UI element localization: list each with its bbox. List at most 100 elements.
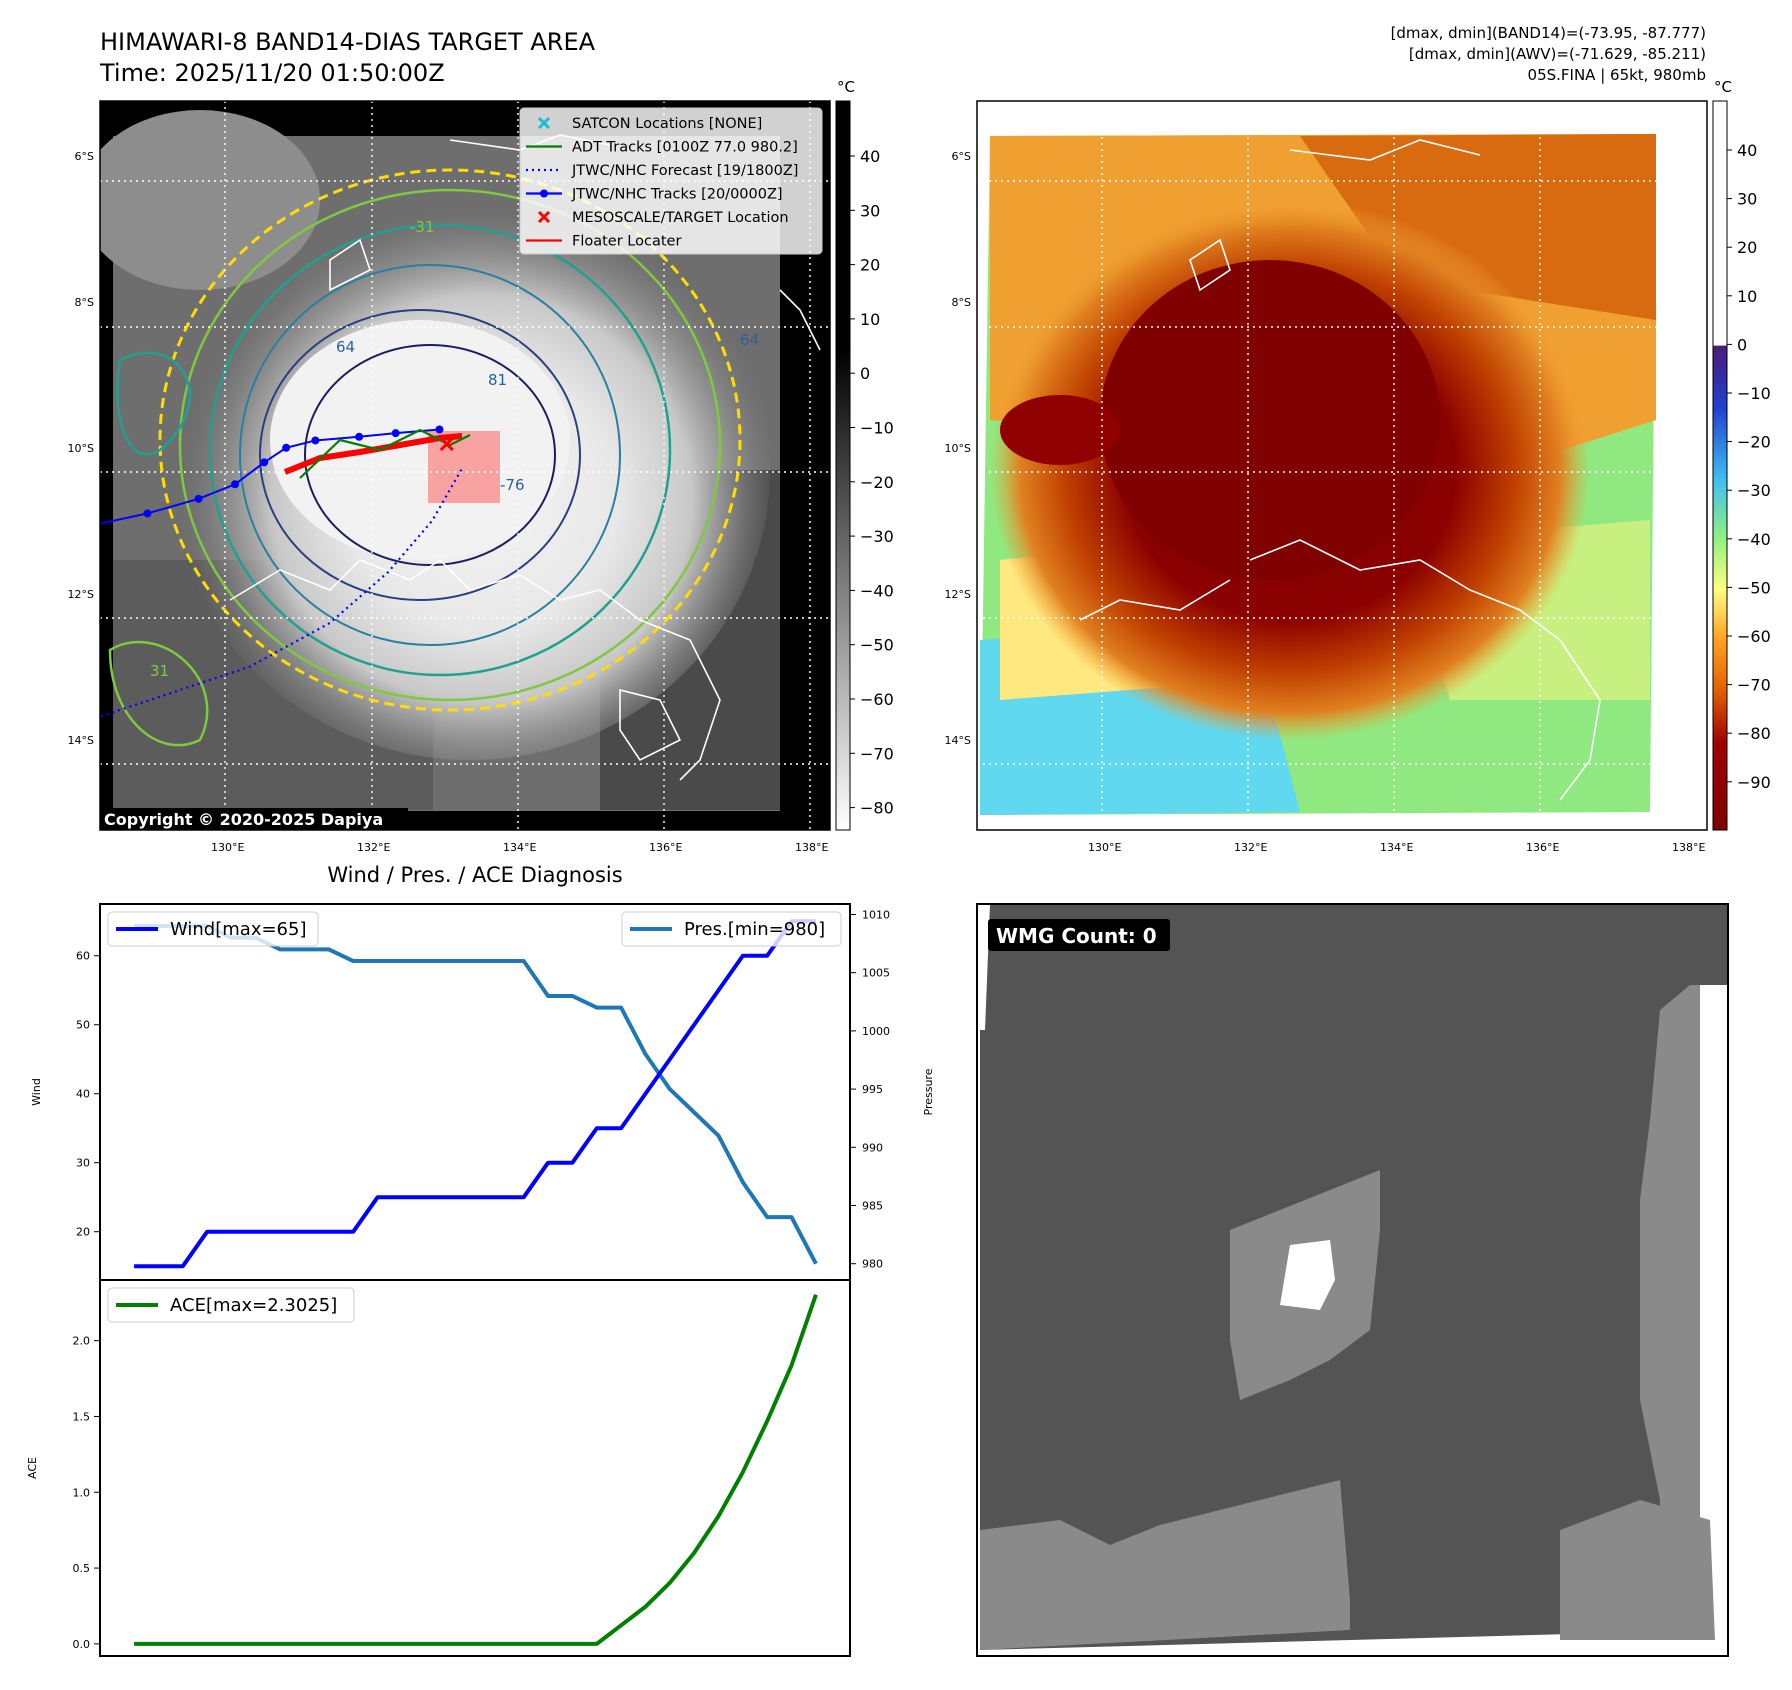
- colorbar-tick-label: 10: [1737, 287, 1757, 306]
- legend-label: MESOSCALE/TARGET Location: [572, 210, 789, 226]
- lon-tick-label: 138°E: [795, 841, 828, 854]
- track-point: [260, 458, 269, 467]
- awv-colorbar: °C 40 30 20 10 0 −10 −20 −30 −40 −50 −60 −70 −80 −90: [1712, 78, 1771, 831]
- colorbar-tick-label: 0: [860, 364, 870, 383]
- colorbar-tick-label: −40: [1737, 530, 1771, 549]
- colorbar-tick-label: −80: [1737, 724, 1771, 743]
- figure-title: HIMAWARI-8 BAND14-DIAS TARGET AREA: [100, 28, 596, 56]
- colorbar-tick-label: 10: [860, 310, 880, 329]
- pressure-axis-label: Pressure: [922, 1068, 935, 1115]
- wind-tick-label: 20: [76, 1226, 90, 1239]
- mesoscale-target-marker: [439, 437, 454, 452]
- wind-axis-label: Wind: [30, 1078, 43, 1106]
- ir-colorbar-ticks: 40 30 20 10 0 −10 −20 −30 −40 −50 −60 −70 −80: [850, 147, 894, 818]
- ace-legend-label: ACE[max=2.3025]: [170, 1295, 337, 1316]
- ace-tick-label: 0.0: [73, 1638, 91, 1651]
- lon-tick-label: 136°E: [649, 841, 682, 854]
- jtwc-track-line: [100, 428, 440, 525]
- ace-tick-label: 1.5: [73, 1410, 91, 1423]
- track-point: [143, 509, 152, 518]
- wind-tick-label: 50: [76, 1019, 90, 1032]
- colorbar-tick-label: −20: [1737, 433, 1771, 452]
- wmg-imagery: [980, 904, 1728, 1650]
- ace-tick-label: 0.5: [73, 1562, 91, 1575]
- awv-colorbar-unit: °C: [1714, 78, 1732, 96]
- wmg-count-label: WMG Count: 0: [996, 924, 1157, 948]
- contour-label: -31: [410, 218, 435, 236]
- awv-colorbar-ticks: 40 30 20 10 0 −10 −20 −30 −40 −50 −60 −70 −80 −90: [1727, 141, 1771, 792]
- track-point: [435, 425, 444, 434]
- lat-tick-label: 14°S: [68, 734, 94, 747]
- awv-panel: 6°S8°S10°S12°S14°S 130°E 132°E 134°E 136°E 1…: [945, 100, 1708, 854]
- pressure-tick-label: 995: [862, 1083, 883, 1096]
- colorbar-tick-label: 40: [860, 147, 880, 166]
- colorbar-tick-label: 20: [1737, 238, 1757, 257]
- pressure-tick-label: 980: [862, 1258, 883, 1271]
- ace-yticks: 0.0 0.5 1.0 1.5 2.0: [73, 1335, 100, 1651]
- colorbar-tick-label: −60: [860, 690, 894, 709]
- pressure-tick-label: 990: [862, 1141, 883, 1154]
- wind-legend: Wind[max=65]: [107, 911, 319, 947]
- ir-colorbar-bar: [835, 100, 851, 831]
- lon-tick-label: 138°E: [1672, 841, 1705, 854]
- legend-entry: Floater Locater: [526, 234, 681, 250]
- legend-label: ADT Tracks [0100Z 77.0 980.2]: [572, 140, 798, 156]
- pressure-yticks: 980 985 990 995 1000 1005 1010: [850, 908, 890, 1271]
- ace-axes: [99, 1279, 851, 1657]
- track-point: [391, 429, 400, 438]
- legend-entry: JTWC/NHC Tracks [20/0000Z]: [526, 187, 783, 203]
- ir-colorbar-unit: °C: [837, 78, 855, 96]
- legend-entry: SATCON Locations [NONE]: [537, 116, 762, 132]
- ir-lat-labels: 6°S 8°S 10°S 12°S 14°S: [68, 150, 94, 747]
- stats-band14: [dmax, dmin](BAND14)=(-73.95, -87.777): [1391, 24, 1706, 42]
- contour-label: 81: [488, 371, 507, 389]
- colorbar-tick-label: −70: [1737, 676, 1771, 695]
- lon-tick-label: 136°E: [1526, 841, 1559, 854]
- ir-panel: 64 81 -76 -31 64 31 SATCON Locations [NO…: [68, 100, 831, 854]
- copyright-box: [100, 808, 408, 830]
- lat-tick-label: 8°S: [75, 296, 94, 309]
- lon-tick-label: 130°E: [211, 841, 244, 854]
- lat-tick-label: 12°S: [68, 588, 94, 601]
- lat-tick-label: 10°S: [945, 442, 971, 455]
- ace-tick-label: 1.0: [73, 1486, 91, 1499]
- wmg-count-box: [988, 919, 1170, 951]
- colorbar-tick-label: −30: [860, 527, 894, 546]
- lon-tick-label: 134°E: [503, 841, 536, 854]
- colorbar-tick-label: −10: [1737, 384, 1771, 403]
- lat-tick-label: 6°S: [75, 150, 94, 163]
- colorbar-tick-label: −80: [860, 799, 894, 818]
- track-point: [355, 432, 364, 441]
- pressure-tick-label: 985: [862, 1199, 883, 1212]
- pressure-tick-label: 1010: [862, 908, 890, 921]
- lon-tick-label: 132°E: [1234, 841, 1267, 854]
- wmg-panel: WMG Count: 0: [976, 903, 1729, 1657]
- pressure-legend: Pres.[min=980]: [621, 911, 842, 947]
- colorbar-tick-label: −40: [860, 581, 894, 600]
- legend-entry: MESOSCALE/TARGET Location: [537, 210, 789, 226]
- jtwc-track-points: [100, 425, 444, 527]
- track-point: [282, 443, 291, 452]
- legend-label: JTWC/NHC Forecast [19/1800Z]: [571, 163, 798, 179]
- lat-tick-label: 14°S: [945, 734, 971, 747]
- wind-legend-label: Wind[max=65]: [170, 919, 307, 940]
- ir-legend: SATCON Locations [NONE] ADT Tracks [0100Z…: [519, 107, 823, 255]
- colorbar-tick-label: −50: [1737, 578, 1771, 597]
- wind-pressure-axes: [99, 903, 851, 1281]
- colorbar-tick-label: −60: [1737, 627, 1771, 646]
- track-point: [194, 494, 203, 503]
- contour-label: 64: [336, 338, 355, 356]
- awv-lat-labels: 6°S 8°S 10°S 12°S 14°S: [945, 150, 971, 747]
- lat-tick-label: 10°S: [68, 442, 94, 455]
- pressure-tick-label: 1000: [862, 1025, 890, 1038]
- legend-label: SATCON Locations [NONE]: [572, 116, 762, 132]
- wind-yticks: 20 30 40 50 60: [76, 950, 100, 1239]
- wind-tick-label: 60: [76, 950, 90, 963]
- floater-locater-track: [283, 433, 463, 475]
- colorbar-tick-label: 20: [860, 256, 880, 275]
- contour-label: -76: [500, 476, 525, 494]
- ace-axis-label: ACE: [26, 1457, 39, 1479]
- jtwc-forecast-track: [100, 469, 463, 718]
